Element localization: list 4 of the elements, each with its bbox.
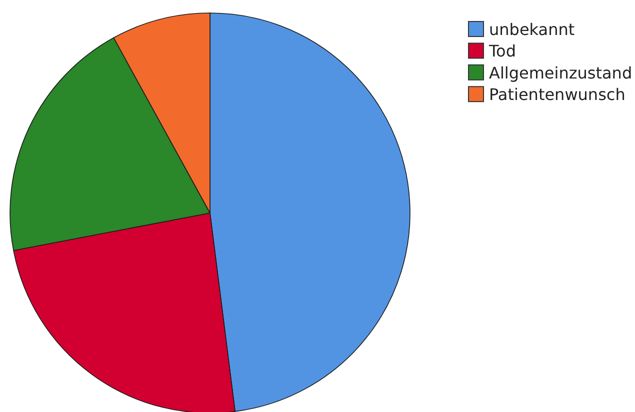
legend-label: Patientenwunsch: [489, 85, 626, 104]
legend-label: Allgemeinzustand: [489, 63, 632, 82]
legend-label: unbekannt: [489, 20, 575, 39]
legend-label: Tod: [488, 42, 516, 61]
